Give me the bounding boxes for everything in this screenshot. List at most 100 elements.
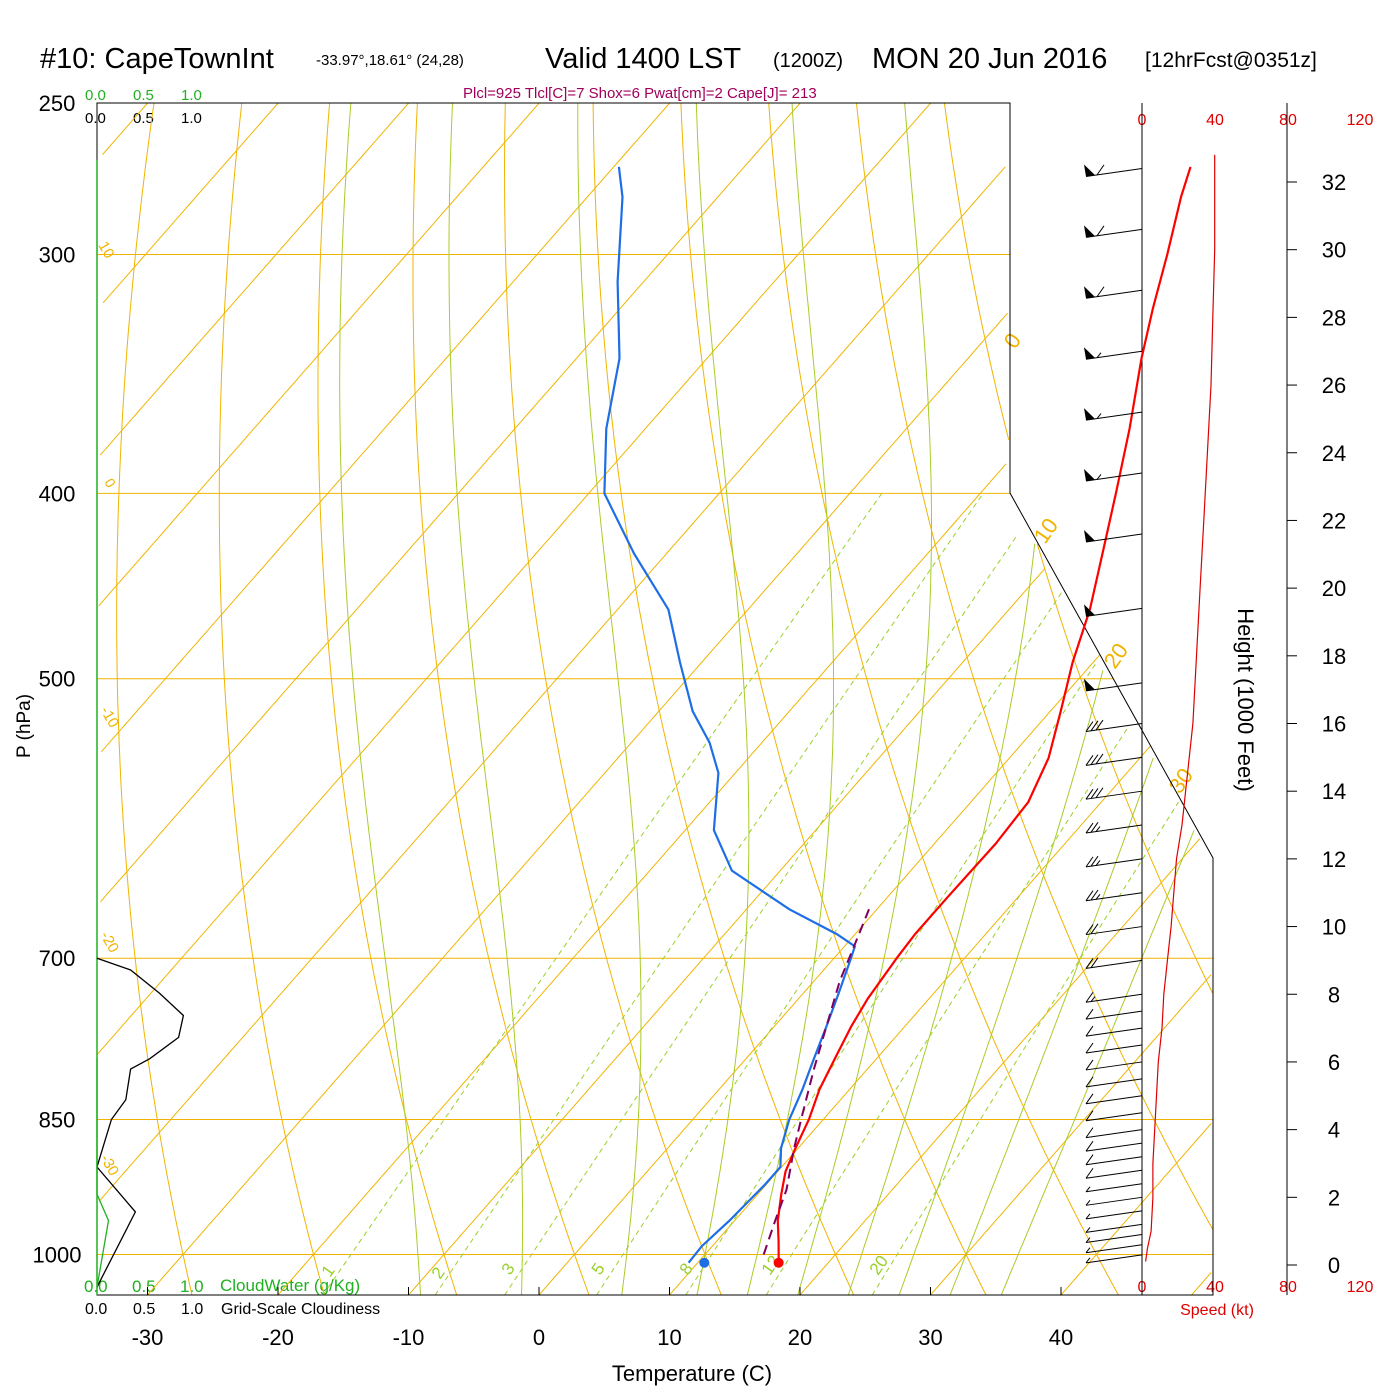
cloudiness-top-tick: 1.0 (181, 110, 202, 127)
forecast-date: MON 20 Jun 2016 (872, 43, 1107, 75)
wind-barb-flag (1084, 529, 1095, 542)
isotherm-label: 20 (1099, 638, 1134, 672)
wind-barb-shaft (1085, 1044, 1143, 1054)
wind-barb-full (1090, 855, 1099, 867)
wind-barb-half (1095, 860, 1101, 866)
wind-barb-shaft (1085, 289, 1143, 299)
cloud-profiles (96, 957, 185, 1288)
speed-bottom-scale: 0 40 80 120 Speed (kt) (1138, 1279, 1374, 1319)
forecast-hour: [12hrFcst@0351z] (1145, 49, 1317, 72)
cloudwater-top-tick: 0.0 (85, 87, 106, 104)
height-tick-label: 10 (1322, 915, 1346, 940)
wind-barb-full (1085, 788, 1094, 800)
moist-adiabat-line (797, 102, 932, 1296)
wind-barb-shaft (1085, 1169, 1143, 1179)
dewpoint-surface-marker (699, 1257, 710, 1268)
wind-barb-shaft (1085, 926, 1143, 936)
cloudiness-top-tick: 0.0 (85, 110, 106, 127)
dry-adiabat-line (856, 102, 1214, 1230)
mixing-ratio-line (765, 726, 1129, 1296)
wind-barb-full (1085, 1076, 1094, 1088)
wind-barb-shaft (1085, 790, 1143, 800)
wind-speed-line (1145, 154, 1216, 1262)
x-tick-label: -20 (262, 1325, 294, 1350)
isotherm-line (99, 102, 410, 456)
dry-adiabat-line (680, 102, 987, 1296)
dry-adiabat-line (592, 102, 855, 1296)
wind-barb-flag (1084, 164, 1095, 177)
isotherm-label: -20 (97, 929, 123, 956)
isotherm-label: 30 (1164, 763, 1199, 797)
height-tick-label: 20 (1322, 576, 1346, 601)
height-tick-label: 4 (1328, 1118, 1340, 1143)
x-tick-label: 20 (788, 1325, 812, 1350)
axis-ticks: -30 -20 -10 0 10 20 30 402503004005007008501000… (33, 91, 1347, 1350)
isotherm-label: 0 (999, 328, 1027, 352)
moist-adiabat-line (1000, 830, 1195, 1296)
x-tick-label: 10 (657, 1325, 681, 1350)
wind-barb-flag (1084, 408, 1095, 421)
y-axis-label: P (hPa) (14, 694, 35, 758)
cloudiness-line (96, 957, 185, 1288)
mixing-ratio-label: 5 (588, 1260, 609, 1279)
wind-barb-half (1085, 1186, 1091, 1193)
y-tick-label: 850 (39, 1107, 76, 1132)
wind-barb-full (1085, 755, 1094, 766)
wind-barb-flag (1084, 678, 1095, 691)
height-axis-label: Height (1000 Feet) (1233, 608, 1258, 791)
speed-top-tick: 40 (1206, 112, 1224, 129)
moist-adiabat-line (746, 102, 834, 1296)
wind-barb-shaft (1085, 1078, 1143, 1088)
wind-barb-shaft (1085, 858, 1143, 868)
wind-barb-shaft (1085, 1254, 1143, 1264)
wind-barb-shaft (1085, 1234, 1143, 1244)
zulu-time: (1200Z) (773, 50, 843, 72)
cloudiness-bottom-tick: 1.0 (181, 1301, 203, 1318)
isotherm-line (102, 102, 149, 155)
wind-barb-full (1095, 719, 1104, 731)
height-tick-label: 14 (1322, 779, 1346, 804)
wind-barb-half (1085, 1237, 1091, 1243)
wind-barb-full (1085, 1154, 1094, 1165)
dry-adiabat-line (116, 102, 193, 1296)
cloudiness-bottom-scale: 0.0 0.5 1.0 Grid-Scale Cloudiness (85, 1301, 380, 1318)
wind-barb-shaft (1085, 411, 1143, 421)
moist-adiabat-line (339, 102, 421, 1296)
chart-frame (96, 102, 1288, 1296)
isotherm-line (538, 654, 1100, 1296)
wind-barb-full (1095, 753, 1104, 765)
dry-adiabat-line (1036, 543, 1214, 994)
isotherm-label: 10 (1029, 513, 1064, 547)
wind-barb-full (1085, 721, 1094, 732)
wind-barb-shaft (1085, 1183, 1143, 1193)
wind-barb-full (1085, 1025, 1094, 1037)
wind-barb-full (1085, 1042, 1094, 1054)
mixing-ratio-line (504, 533, 1019, 1296)
wind-barb-full (1096, 164, 1105, 176)
x-tick-label: 0 (533, 1325, 545, 1350)
y-tick-label: 250 (39, 91, 76, 116)
temperature-line (776, 166, 1192, 1263)
sounding-series (603, 166, 1192, 1268)
height-tick-label: 2 (1328, 1185, 1340, 1210)
cloudwater-top-tick: 1.0 (181, 87, 202, 104)
cloudiness-bottom-tick: 0.5 (133, 1301, 155, 1318)
wind-barb-full (1090, 889, 1099, 901)
wind-barb-shaft (1085, 682, 1143, 692)
height-tick-label: 26 (1322, 373, 1346, 398)
wind-barb-full (1096, 286, 1105, 298)
wind-barb-flag (1084, 604, 1095, 617)
wind-barb-shaft (1085, 228, 1143, 238)
wind-barb-full (1085, 1110, 1094, 1121)
parcel-line (762, 908, 870, 1255)
dry-adiabat-line (943, 102, 1010, 440)
height-tick-label: 16 (1322, 712, 1346, 737)
dry-adiabat-line (768, 102, 1119, 1296)
wind-barb-full (1085, 822, 1094, 834)
wind-barb-half (1095, 893, 1101, 900)
isotherm-line (1191, 1272, 1212, 1296)
wind-barb-shaft (1085, 1095, 1143, 1105)
isotherm-line (669, 745, 1152, 1296)
wind-barb-shaft (1085, 1223, 1143, 1233)
